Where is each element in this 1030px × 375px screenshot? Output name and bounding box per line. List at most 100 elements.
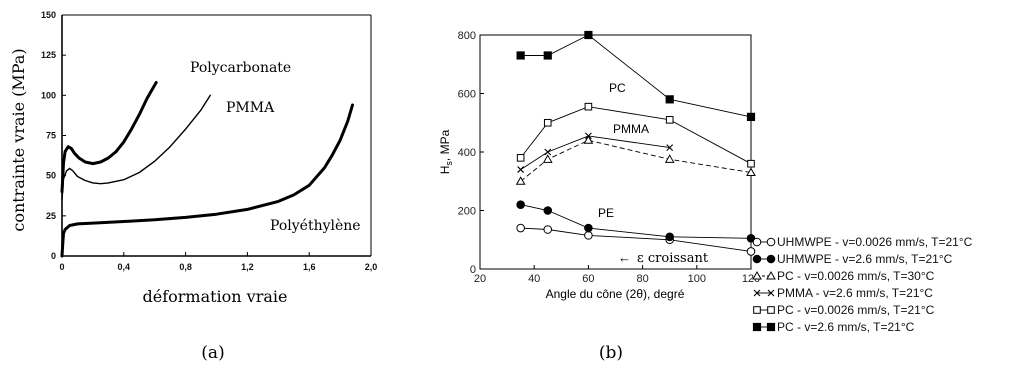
- legend-label: PC - v=0.0026 mm/s, T=21°C: [777, 303, 935, 317]
- chart-a-ytick-label: 75: [46, 131, 56, 141]
- data-point-cross: [585, 132, 592, 140]
- series-5: [516, 102, 755, 168]
- legend-item: PC - v=0.0026 mm/s, T=30°C: [752, 269, 935, 283]
- data-point-circle-filled: [543, 206, 553, 215]
- chart-b-ytick-label: 600: [458, 89, 476, 101]
- annotation-epsilon: ε croissant: [637, 251, 709, 266]
- data-point-circle-open: [752, 237, 762, 247]
- legend-label: PMMA - v=2.6 mm/s, T=21°C: [777, 286, 933, 300]
- chart-a-ytick-label: 50: [46, 171, 56, 181]
- data-point-circle-filled: [752, 254, 762, 264]
- legend-label: UHMWPE - v=2.6 mm/s, T=21°C: [777, 252, 953, 266]
- data-point-circle-open: [746, 247, 756, 256]
- data-point-triangle-open: [766, 270, 776, 280]
- chart-b-legend: UHMWPE - v=0.0026 mm/s, T=21°C UHMWPE - v…: [752, 235, 973, 334]
- chart-a-xtick-label: 1,6: [303, 262, 316, 272]
- annotation-pmma: PMMA: [613, 122, 649, 136]
- series-2: [516, 200, 756, 243]
- legend-item: PMMA - v=2.6 mm/s, T=21°C: [753, 286, 933, 300]
- ylabel-sub: s: [444, 161, 454, 166]
- data-point-circle-filled: [766, 254, 776, 264]
- data-point-triangle-open: [542, 154, 553, 163]
- chart-a-xtick-label: 0,4: [118, 262, 131, 272]
- data-point-square-open: [767, 306, 775, 314]
- series-line: [520, 139, 752, 182]
- svg-text:Hs, MPa: Hs, MPa: [438, 129, 454, 174]
- series-line: [520, 34, 752, 118]
- chart-a-xtick-label: 0,8: [179, 262, 192, 272]
- data-point-triangle-open: [746, 167, 756, 176]
- data-point-triangle-open: [515, 176, 526, 185]
- data-point-triangle-open: [752, 270, 762, 280]
- ylabel-main: H: [438, 166, 452, 175]
- data-point-triangle-open: [664, 154, 675, 163]
- data-point-square-open: [665, 116, 674, 124]
- series-1: [516, 223, 756, 256]
- chart-a-xtick-label: 1,2: [241, 262, 254, 272]
- chart-b-frame: [479, 34, 752, 270]
- data-point-cross: [544, 148, 552, 156]
- series-line: [520, 227, 752, 252]
- annotation-pe: PE: [598, 206, 614, 220]
- data-point-square-open: [543, 118, 552, 127]
- legend-item: UHMWPE - v=0.0026 mm/s, T=21°C: [752, 235, 973, 249]
- data-point-square-filled: [543, 51, 552, 60]
- data-point-circle-filled: [584, 223, 593, 233]
- legend-label: UHMWPE - v=0.0026 mm/s, T=21°C: [777, 235, 973, 249]
- chart-b-xtick-label: 20: [474, 273, 486, 285]
- data-point-cross: [517, 166, 525, 173]
- series-line: [520, 204, 752, 239]
- chart-a-ytick-label: 25: [46, 211, 56, 221]
- chart-b-ytick-label: 800: [458, 30, 476, 42]
- chart-b-ytick-label: 200: [458, 206, 476, 218]
- chart-b-ytick-label: 400: [458, 147, 476, 159]
- chart-a-xlabel: déformation vraie: [142, 287, 287, 306]
- chart-a-ytick-label: 0: [51, 251, 56, 261]
- data-point-square-filled: [584, 30, 593, 40]
- data-point-square-filled: [752, 322, 762, 332]
- data-point-square-filled: [766, 322, 776, 332]
- series-6: [516, 30, 756, 122]
- chart-b-series: [515, 30, 756, 256]
- data-point-square-filled: [746, 112, 756, 122]
- series-3: [515, 135, 756, 185]
- data-point-square-open: [584, 102, 593, 111]
- label-pmma: PMMA: [226, 100, 275, 116]
- label-polyethylene: Polyéthylène: [270, 218, 361, 234]
- data-point-circle-open: [584, 231, 593, 240]
- legend-item: PC - v=0.0026 mm/s, T=21°C: [753, 303, 935, 317]
- legend-label: PC - v=2.6 mm/s, T=21°C: [777, 320, 915, 334]
- caption-b: (b): [599, 343, 623, 363]
- chart-b-ylabel: Hs, MPa: [438, 129, 454, 174]
- data-point-triangle-open: [583, 135, 594, 144]
- data-point-circle-open: [766, 237, 776, 247]
- data-point-cross: [753, 289, 761, 297]
- arrow-glyph: ←: [618, 250, 631, 265]
- data-point-square-filled: [665, 95, 674, 104]
- chart-b-xlabel: Angle du cône (2θ), degré: [546, 287, 685, 301]
- curve-polycarbonate: [60, 81, 158, 194]
- chart-a-ytick-label: 125: [41, 50, 56, 60]
- legend-item: PC - v=2.6 mm/s, T=21°C: [752, 320, 915, 334]
- chart-b-xtick-label: 100: [688, 273, 706, 285]
- chart-b-ytick-label: 0: [470, 264, 476, 276]
- chart-a-ytick-label: 150: [41, 10, 56, 20]
- curve-pmma: [61, 94, 211, 201]
- data-point-square-open: [747, 159, 755, 168]
- series-4: [517, 132, 674, 173]
- data-point-circle-filled: [665, 232, 675, 242]
- chart-a-ytick-label: 100: [41, 90, 56, 100]
- chart-b-xtick-label: 60: [582, 273, 594, 285]
- chart-a-ylabel: contrainte vraie (MPa): [9, 48, 28, 231]
- data-point-square-open: [516, 154, 525, 162]
- ylabel-rest: , MPa: [438, 129, 452, 161]
- data-point-square-filled: [516, 51, 525, 60]
- annotation-pc: PC: [609, 81, 626, 95]
- chart-b-xtick-label: 80: [636, 273, 648, 285]
- legend-item: UHMWPE - v=2.6 mm/s, T=21°C: [752, 252, 953, 266]
- data-point-circle-filled: [516, 200, 525, 209]
- chart-a-xtick-label: 0: [59, 262, 64, 272]
- chart-a-xtick-label: 2,0: [365, 262, 378, 272]
